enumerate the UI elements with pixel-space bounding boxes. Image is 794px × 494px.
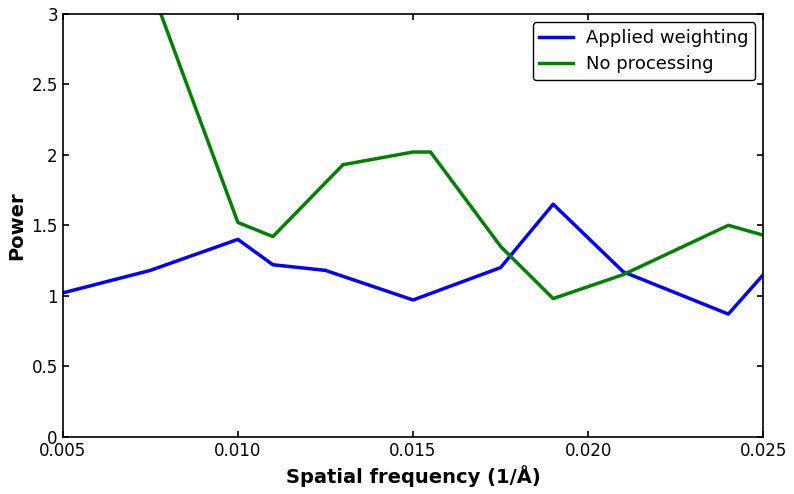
Applied weighting [233, 237, 243, 243]
Applied weighting [758, 272, 768, 278]
Applied weighting [58, 290, 67, 296]
No processing [426, 149, 435, 155]
No processing [723, 222, 733, 228]
Applied weighting [145, 267, 155, 273]
Applied weighting [268, 262, 278, 268]
Applied weighting [321, 267, 330, 273]
No processing [549, 295, 558, 301]
No processing [619, 272, 628, 278]
Applied weighting [619, 269, 628, 275]
Applied weighting [408, 297, 418, 303]
Line: Applied weighting: Applied weighting [63, 204, 763, 314]
No processing [408, 149, 418, 155]
Legend: Applied weighting, No processing: Applied weighting, No processing [533, 22, 755, 80]
Line: No processing: No processing [161, 14, 763, 298]
Applied weighting [549, 201, 558, 207]
No processing [338, 162, 348, 167]
Y-axis label: Power: Power [7, 191, 26, 260]
No processing [233, 219, 243, 225]
No processing [268, 234, 278, 240]
Applied weighting [723, 311, 733, 317]
No processing [758, 232, 768, 238]
No processing [156, 11, 166, 17]
Applied weighting [496, 265, 506, 271]
X-axis label: Spatial frequency (1/Å): Spatial frequency (1/Å) [286, 465, 541, 487]
No processing [496, 244, 506, 249]
